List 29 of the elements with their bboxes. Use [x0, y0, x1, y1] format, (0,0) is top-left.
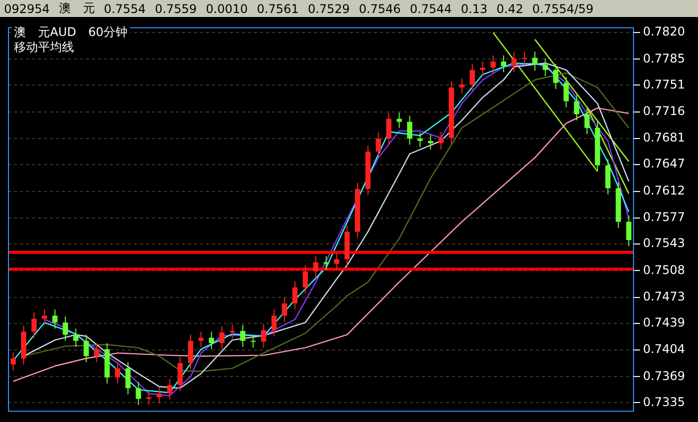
y-tick-label: 0.7543	[643, 236, 685, 250]
y-tick-label: 0.7647	[643, 156, 685, 171]
y-tick-label: 0.7577	[643, 210, 685, 224]
y-tick-label: 0.7716	[643, 104, 685, 118]
y-tick-label: 0.7508	[643, 262, 685, 277]
text: 0.7554/59	[532, 2, 594, 16]
y-tick-label: 0.7473	[643, 289, 685, 304]
text: 移动平均线	[14, 40, 75, 55]
y-tick-label: 0.7785	[643, 51, 685, 66]
chart-title: 澳 元AUD 60分钟	[14, 25, 128, 40]
y-tick-label: 0.7681	[643, 130, 685, 145]
y-tick-label: 0.7335	[643, 394, 685, 409]
text: 0.7559	[154, 2, 197, 16]
text: 0.42	[496, 2, 524, 16]
text: 0.0010	[206, 2, 248, 16]
y-tick-label: 0.7612	[643, 183, 685, 198]
y-tick-label: 0.7404	[643, 342, 685, 356]
text: 0.13	[460, 2, 488, 16]
text: 澳 元	[58, 0, 95, 17]
y-tick-label: 0.7751	[643, 77, 685, 92]
text: 0.7546	[358, 2, 401, 16]
text: 0.7554	[104, 2, 146, 16]
y-tick-label: 0.7820	[643, 24, 685, 39]
text: 0.7529	[308, 2, 350, 16]
y-tick-label: 0.7369	[643, 368, 685, 383]
y-tick-label: 0.7439	[643, 315, 685, 330]
text: 0.7544	[410, 2, 452, 16]
text: 0.7561	[256, 2, 299, 16]
text: 092954	[4, 2, 50, 16]
